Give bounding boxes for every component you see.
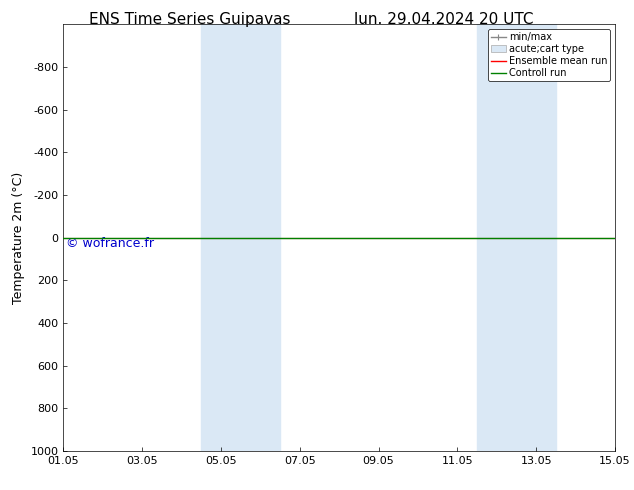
Text: lun. 29.04.2024 20 UTC: lun. 29.04.2024 20 UTC (354, 12, 534, 27)
Text: © wofrance.fr: © wofrance.fr (66, 237, 154, 250)
Bar (202, 24, 280, 451)
Legend: min/max, acute;cart type, Ensemble mean run, Controll run: min/max, acute;cart type, Ensemble mean … (488, 29, 610, 81)
Y-axis label: Temperature 2m (°C): Temperature 2m (°C) (12, 172, 25, 304)
Text: ENS Time Series Guipavas: ENS Time Series Guipavas (89, 12, 291, 27)
Bar (477, 24, 556, 451)
